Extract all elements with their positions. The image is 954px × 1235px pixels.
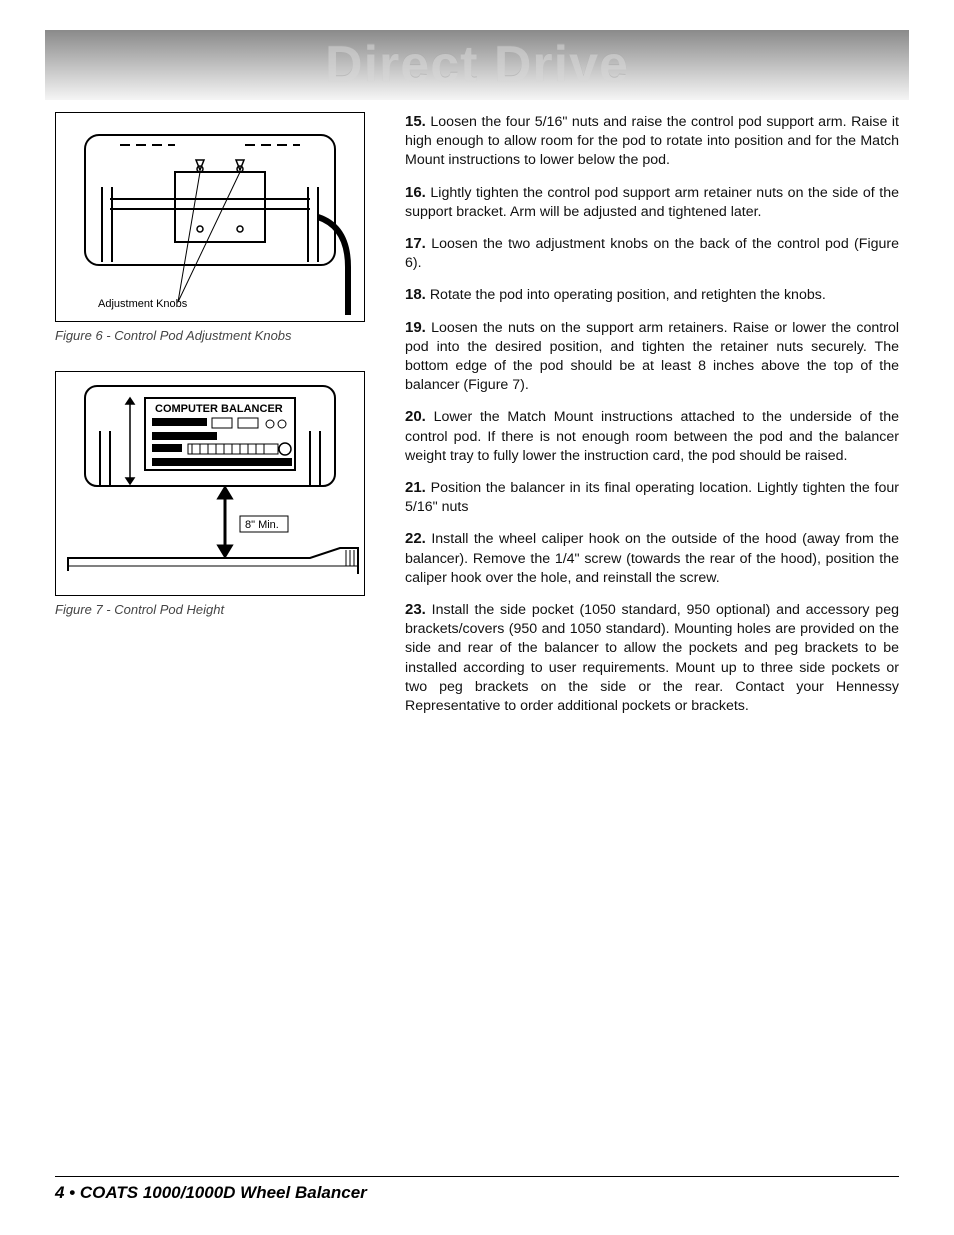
step-text: Position the balancer in its final opera… — [405, 480, 899, 515]
instruction-15: 15. Loosen the four 5/16" nuts and raise… — [405, 112, 899, 171]
footer-rule — [55, 1176, 899, 1177]
page-header: Direct Drive — [45, 30, 909, 100]
header-title: Direct Drive — [325, 35, 629, 95]
instruction-22: 22. Install the wheel caliper hook on th… — [405, 529, 899, 588]
instruction-23: 23. Install the side pocket (1050 standa… — [405, 600, 899, 716]
step-text: Lower the Match Mount instructions attac… — [405, 409, 899, 463]
fig7-panel-label: COMPUTER BALANCER — [155, 403, 283, 415]
figure-6-caption: Figure 6 - Control Pod Adjustment Knobs — [55, 328, 375, 343]
instruction-17: 17. Loosen the two adjustment knobs on t… — [405, 234, 899, 273]
step-text: Loosen the two adjustment knobs on the b… — [405, 236, 899, 271]
step-number: 19. — [405, 319, 426, 336]
step-number: 20. — [405, 408, 426, 425]
fig7-min-label: 8" Min. — [245, 519, 279, 531]
step-number: 21. — [405, 479, 426, 496]
figure-6: Adjustment Knobs — [55, 112, 365, 322]
figure-6-svg: Adjustment Knobs — [60, 117, 360, 317]
step-text: Install the wheel caliper hook on the ou… — [405, 531, 899, 585]
step-text: Loosen the nuts on the support arm retai… — [405, 320, 899, 394]
instruction-18: 18. Rotate the pod into operating positi… — [405, 285, 899, 305]
footer-text: 4 • COATS 1000/1000D Wheel Balancer — [55, 1183, 367, 1203]
instruction-19: 19. Loosen the nuts on the support arm r… — [405, 318, 899, 396]
instruction-21: 21. Position the balancer in its final o… — [405, 478, 899, 517]
figure-7-caption: Figure 7 - Control Pod Height — [55, 602, 375, 617]
step-text: Lightly tighten the control pod support … — [405, 185, 899, 220]
instruction-16: 16. Lightly tighten the control pod supp… — [405, 183, 899, 222]
step-text: Loosen the four 5/16" nuts and raise the… — [405, 114, 899, 168]
figure-7: COMPUTER BALANCER — [55, 371, 365, 596]
step-number: 16. — [405, 184, 426, 201]
step-text: Rotate the pod into operating position, … — [430, 287, 826, 303]
right-column: 15. Loosen the four 5/16" nuts and raise… — [405, 112, 899, 1145]
figure-7-svg: COMPUTER BALANCER — [60, 376, 360, 591]
step-number: 17. — [405, 235, 426, 252]
step-number: 15. — [405, 113, 426, 130]
fig6-label: Adjustment Knobs — [98, 298, 188, 310]
instruction-20: 20. Lower the Match Mount instructions a… — [405, 407, 899, 466]
step-number: 22. — [405, 530, 426, 547]
step-number: 18. — [405, 286, 426, 303]
left-column: Adjustment Knobs Figure 6 - Control Pod … — [55, 112, 375, 1145]
step-text: Install the side pocket (1050 standard, … — [405, 602, 899, 714]
step-number: 23. — [405, 601, 426, 618]
content-area: Adjustment Knobs Figure 6 - Control Pod … — [55, 112, 899, 1145]
